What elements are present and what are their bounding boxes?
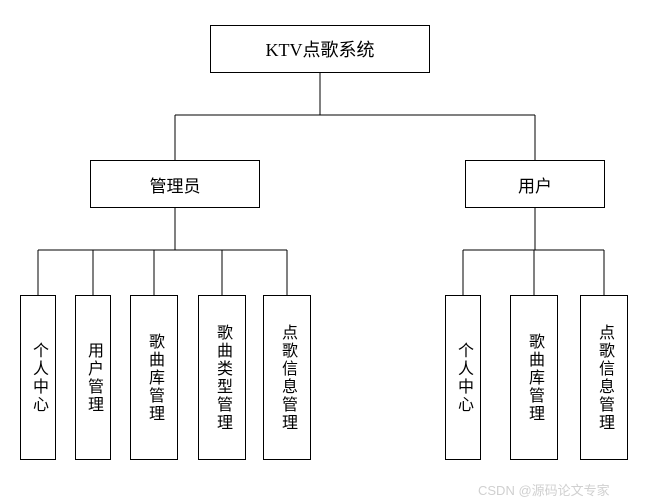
- node-a1: 个人中心: [20, 295, 56, 460]
- watermark: CSDN @源码论文专家: [478, 480, 610, 499]
- node-u2: 歌曲库管理: [510, 295, 558, 460]
- node-u3: 点歌信息管理: [580, 295, 628, 460]
- node-u1: 个人中心: [445, 295, 481, 460]
- node-a5: 点歌信息管理: [263, 295, 311, 460]
- node-root: KTV点歌系统: [210, 25, 430, 73]
- node-a4: 歌曲类型管理: [198, 295, 246, 460]
- node-a2: 用户管理: [75, 295, 111, 460]
- node-user: 用户: [465, 160, 605, 208]
- node-a3: 歌曲库管理: [130, 295, 178, 460]
- node-admin: 管理员: [90, 160, 260, 208]
